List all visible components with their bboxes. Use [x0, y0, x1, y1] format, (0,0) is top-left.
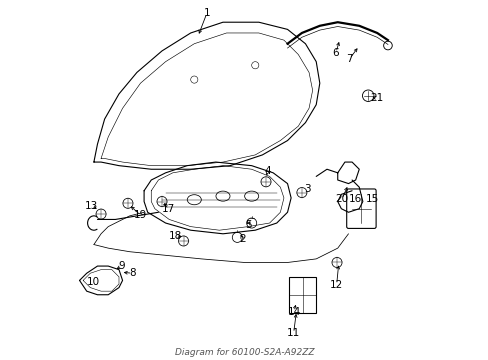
- Text: 2: 2: [239, 234, 245, 244]
- Text: 5: 5: [244, 220, 251, 230]
- Text: 12: 12: [329, 280, 343, 290]
- Text: 14: 14: [287, 307, 300, 316]
- Text: 9: 9: [118, 261, 125, 271]
- Text: 10: 10: [86, 277, 100, 287]
- Text: Diagram for 60100-S2A-A92ZZ: Diagram for 60100-S2A-A92ZZ: [174, 348, 314, 357]
- Text: 3: 3: [304, 184, 310, 194]
- Text: 17: 17: [162, 204, 175, 215]
- Text: 8: 8: [129, 268, 136, 278]
- Bar: [289, 277, 316, 313]
- Text: 13: 13: [84, 201, 98, 211]
- Text: 16: 16: [347, 194, 361, 204]
- Text: 6: 6: [332, 48, 339, 58]
- Text: 1: 1: [203, 8, 210, 18]
- Text: 11: 11: [286, 328, 300, 338]
- Text: 21: 21: [369, 93, 382, 103]
- Text: 20: 20: [335, 194, 348, 204]
- Text: 18: 18: [169, 231, 182, 240]
- Text: 19: 19: [134, 210, 147, 220]
- Text: 4: 4: [264, 166, 270, 176]
- Text: 15: 15: [365, 194, 378, 204]
- Text: 7: 7: [346, 54, 352, 64]
